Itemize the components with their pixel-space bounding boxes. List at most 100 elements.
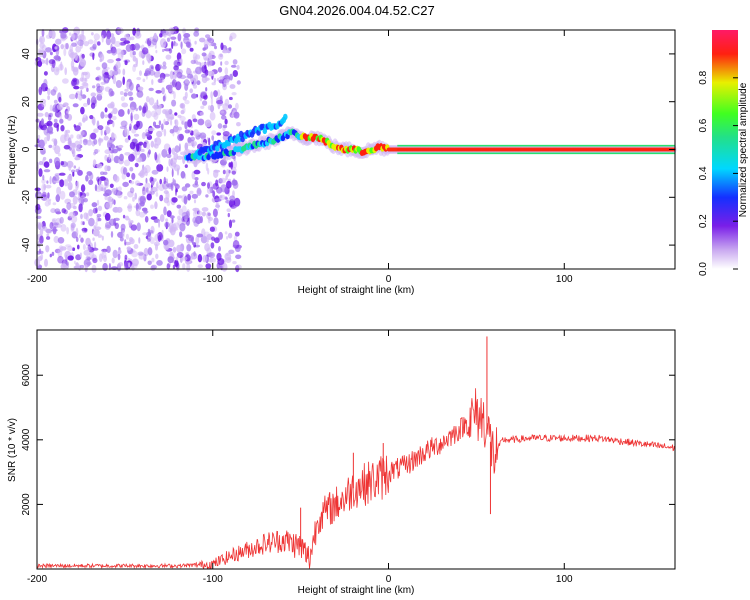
noise-point: [118, 109, 125, 117]
noise-point: [103, 135, 109, 141]
noise-point: [207, 167, 210, 175]
noise-point: [154, 124, 161, 129]
noise-point: [91, 118, 95, 124]
noise-point: [129, 96, 134, 101]
noise-point: [168, 158, 171, 167]
noise-point: [80, 131, 85, 136]
noise-point: [137, 251, 144, 256]
noise-point: [89, 115, 94, 120]
noise-point: [193, 251, 196, 257]
noise-point: [115, 80, 122, 88]
noise-point: [161, 65, 167, 70]
noise-point: [158, 158, 161, 166]
noise-point: [147, 231, 151, 237]
noise-point: [151, 181, 154, 186]
noise-point: [201, 207, 209, 212]
noise-point: [55, 194, 61, 203]
noise-point: [144, 216, 149, 223]
noise-point: [196, 233, 204, 238]
noise-point: [207, 70, 215, 77]
noise-point: [150, 204, 154, 209]
noise-point: [173, 127, 177, 133]
noise-point: [209, 226, 215, 232]
noise-point: [108, 263, 111, 271]
noise-point: [49, 253, 52, 258]
noise-point: [53, 118, 58, 123]
noise-point: [74, 157, 81, 161]
noise-point: [187, 193, 192, 201]
noise-point: [173, 125, 179, 133]
noise-point: [91, 247, 99, 251]
noise-point: [111, 154, 114, 161]
noise-point: [172, 79, 175, 87]
noise-point: [149, 237, 155, 244]
noise-point: [119, 91, 124, 95]
noise-point: [128, 218, 131, 227]
noise-point: [52, 43, 57, 53]
noise-cloud: [34, 26, 243, 273]
noise-point: [135, 202, 139, 212]
noise-point: [113, 175, 120, 183]
y-tick-label: 0: [21, 146, 32, 152]
x-tick-label: 100: [556, 274, 573, 285]
noise-point: [206, 37, 212, 42]
noise-point: [88, 179, 94, 185]
noise-point: [156, 130, 163, 138]
noise-point: [50, 89, 57, 96]
noise-point: [128, 126, 131, 132]
noise-point: [59, 246, 67, 251]
noise-point: [145, 177, 148, 184]
noise-point: [176, 251, 184, 259]
noise-point: [78, 234, 82, 239]
noise-point: [219, 177, 227, 184]
noise-point: [165, 183, 173, 188]
noise-point: [177, 114, 182, 118]
noise-point: [234, 231, 240, 237]
noise-point: [200, 62, 206, 67]
noise-point: [78, 197, 85, 204]
noise-point: [168, 87, 173, 92]
noise-point: [135, 209, 141, 217]
noise-point: [78, 203, 83, 213]
noise-point: [102, 73, 106, 81]
noise-point: [115, 58, 121, 62]
noise-point: [168, 147, 172, 155]
noise-point: [226, 236, 229, 240]
noise-point: [47, 95, 50, 100]
noise-point: [232, 70, 238, 77]
noise-point: [125, 233, 129, 240]
noise-point: [126, 172, 131, 178]
noise-point: [180, 41, 183, 50]
noise-point: [138, 105, 142, 111]
noise-point: [213, 169, 219, 178]
noise-point: [114, 41, 121, 47]
noise-point: [84, 77, 87, 82]
noise-point: [96, 83, 101, 88]
noise-point: [168, 109, 171, 114]
noise-point: [209, 257, 217, 264]
noise-point: [224, 200, 231, 204]
noise-point: [223, 79, 228, 85]
noise-point: [34, 187, 41, 192]
noise-point: [215, 202, 219, 208]
noise-point: [130, 36, 135, 41]
noise-point: [222, 169, 226, 175]
noise-point: [168, 33, 172, 38]
noise-point: [203, 231, 210, 238]
noise-point: [222, 124, 228, 129]
frequency-ridge: [183, 113, 677, 165]
noise-point: [144, 102, 148, 108]
noise-point: [186, 142, 193, 147]
noise-point: [45, 245, 50, 253]
noise-point: [104, 149, 112, 155]
noise-point: [83, 212, 88, 220]
noise-point: [169, 116, 175, 120]
noise-point: [158, 184, 165, 191]
noise-point: [167, 256, 174, 264]
noise-point: [181, 120, 185, 126]
noise-point: [134, 31, 142, 39]
top-x-axis-label: Height of straight line (km): [298, 285, 415, 296]
noise-point: [79, 58, 87, 67]
noise-point: [179, 74, 186, 80]
